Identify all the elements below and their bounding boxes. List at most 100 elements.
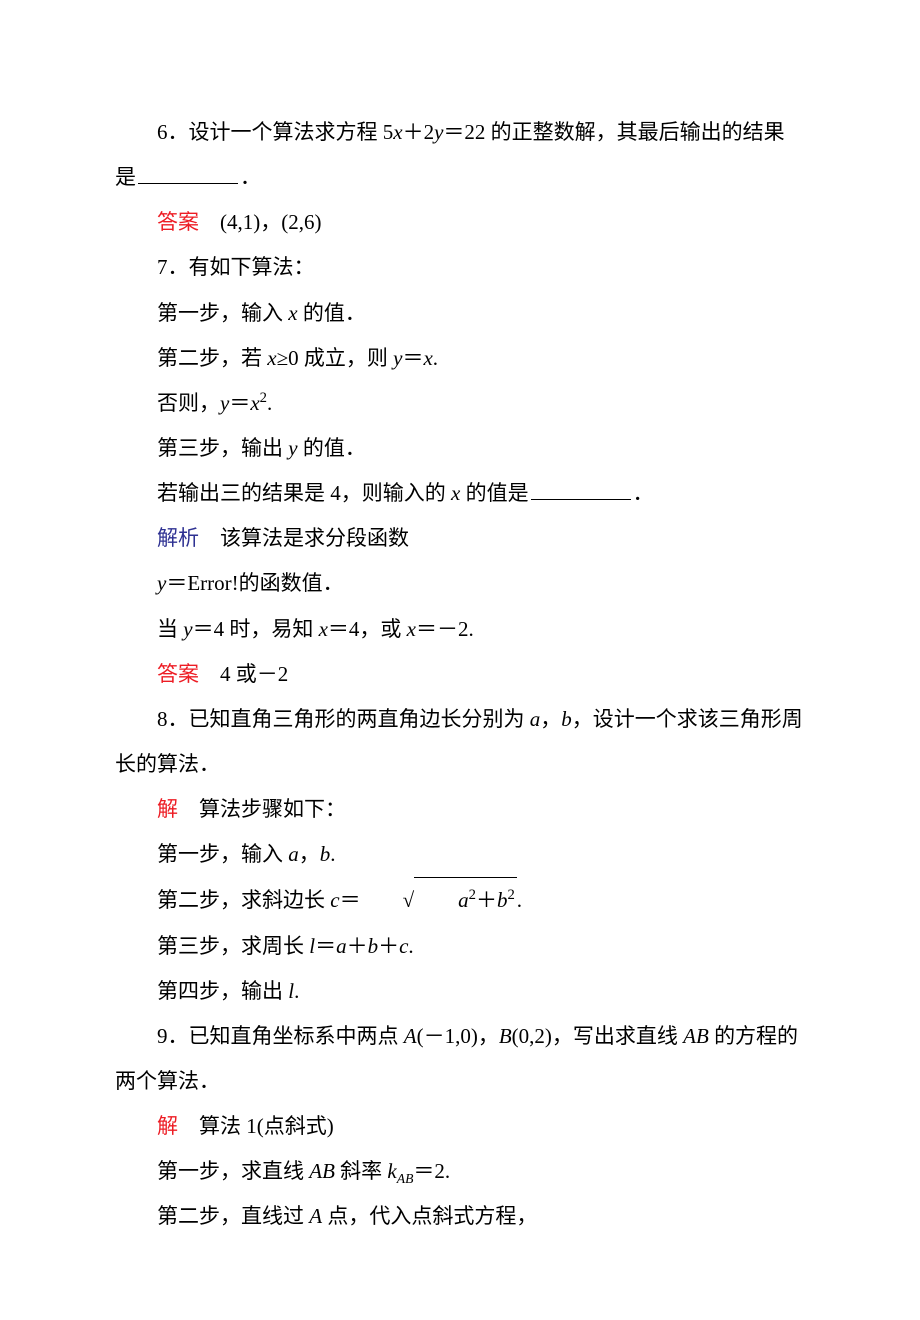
- q8-sol: 解 算法步骤如下：: [115, 787, 805, 832]
- q9-s1b: 斜率: [335, 1159, 388, 1183]
- document-page: 6．设计一个算法求方程 5x＋2y＝22 的正整数解，其最后输出的结果是． 答案…: [0, 0, 920, 1320]
- q9-ta: 9．已知直角坐标系中两点: [157, 1024, 404, 1048]
- q8-s1b: ，: [299, 842, 320, 866]
- q8-s3vb: b: [368, 934, 379, 958]
- q8-s1a: 第一步，输入: [157, 842, 288, 866]
- q6-var-x: x: [393, 120, 402, 144]
- q9-s1AB: AB: [309, 1159, 335, 1183]
- q7-step3: 第三步，输出 y 的值．: [115, 426, 805, 471]
- q6-text-a: 6．设计一个算法求方程 5: [157, 120, 393, 144]
- sqrt-bar: a2＋b2: [414, 877, 517, 923]
- q8-s3a: 第三步，求周长: [157, 934, 309, 958]
- solution-label: 解: [157, 797, 178, 821]
- q9-s1c: ＝2.: [413, 1159, 450, 1183]
- q8-s1va: a: [288, 842, 299, 866]
- q7-esup: 2: [260, 390, 267, 406]
- q8-tb: ，: [540, 707, 561, 731]
- q7-ec: .: [267, 391, 272, 415]
- q7-feq: ＝Error!: [166, 571, 238, 595]
- q9-text: 9．已知直角坐标系中两点 A(－1,0)，B(0,2)，写出求直线 AB 的方程…: [115, 1014, 805, 1104]
- q7-s1v: x: [288, 301, 297, 325]
- q7-ea: 否则，: [157, 391, 220, 415]
- q7-eb: ＝: [229, 391, 250, 415]
- q8-s1vb: b: [320, 842, 331, 866]
- q8-text: 8．已知直角三角形的两直角边长分别为 a，b，设计一个求该三角形周长的算法．: [115, 697, 805, 787]
- solution-label: 解: [157, 1114, 178, 1138]
- q8-s1c: .: [330, 842, 335, 866]
- q7-ex: x: [250, 391, 259, 415]
- q8-step3: 第三步，求周长 l＝a＋b＋c.: [115, 924, 805, 969]
- q9-step1: 第一步，求直线 AB 斜率 kAB＝2.: [115, 1149, 805, 1194]
- blank: [138, 162, 238, 184]
- q7-wx: x: [319, 617, 328, 641]
- q7-cv: x: [451, 481, 460, 505]
- q8-s2b: ＝: [340, 888, 361, 912]
- q7-s1a: 第一步，输入: [157, 301, 288, 325]
- q7-wx2: x: [407, 617, 416, 641]
- q9-tc: (0,2)，写出求直线: [512, 1024, 684, 1048]
- q7-wa: 当: [157, 617, 183, 641]
- q9-s1a: 第一步，求直线: [157, 1159, 309, 1183]
- q6-answer-value: (4,1)，(2,6): [199, 210, 321, 234]
- q9-s2b: 点，代入点斜式方程，: [322, 1204, 537, 1228]
- q6-text-b: ＋2: [403, 120, 435, 144]
- q9-vAB: AB: [683, 1024, 709, 1048]
- sqrt-expr: √a2＋b2: [361, 877, 517, 923]
- q8-step4: 第四步，输出 l.: [115, 969, 805, 1014]
- q8-step2: 第二步，求斜边长 c＝√a2＋b2.: [115, 877, 805, 923]
- q8-s2a: 第二步，求斜边长: [157, 888, 330, 912]
- q7-step1: 第一步，输入 x 的值．: [115, 291, 805, 336]
- blank: [531, 478, 631, 500]
- q7-wb: ＝4 时，易知: [193, 617, 319, 641]
- q7-s2c: ＝: [402, 346, 423, 370]
- q7-s2x: x: [267, 346, 276, 370]
- q8-s3va: a: [336, 934, 347, 958]
- q8-step1: 第一步，输入 a，b.: [115, 832, 805, 877]
- q8-s3e: .: [408, 934, 413, 958]
- q7-fb: 的函数值．: [239, 571, 344, 595]
- q8-vb: b: [561, 707, 572, 731]
- sqrt-a: a: [458, 888, 469, 912]
- q7-answer: 答案 4 或－2: [115, 652, 805, 697]
- q7-s3b: 的值．: [298, 436, 366, 460]
- q6-text: 6．设计一个算法求方程 5x＋2y＝22 的正整数解，其最后输出的结果是．: [115, 110, 805, 200]
- q9-si: 算法 1(点斜式): [178, 1114, 334, 1138]
- q7-ca: 若输出三的结果是 4，则输入的: [157, 481, 451, 505]
- q7-cond: 若输出三的结果是 4，则输入的 x 的值是．: [115, 471, 805, 516]
- q7-else: 否则，y＝x2.: [115, 381, 805, 426]
- q8-s3b: ＝: [315, 934, 336, 958]
- q9-sol: 解 算法 1(点斜式): [115, 1104, 805, 1149]
- sqrt-s2: 2: [507, 887, 514, 903]
- answer-label: 答案: [157, 662, 199, 686]
- q8-va: a: [530, 707, 541, 731]
- q7-s1b: 的值．: [298, 301, 366, 325]
- q9-tb: (－1,0)，: [417, 1024, 499, 1048]
- q6-text-d: ．: [240, 165, 261, 189]
- q7-analysis: 解析 该算法是求分段函数: [115, 516, 805, 561]
- q6-answer: 答案 (4,1)，(2,6): [115, 200, 805, 245]
- q7-s3a: 第三步，输出: [157, 436, 288, 460]
- q8-s2c: .: [517, 888, 522, 912]
- analysis-label: 解析: [157, 526, 199, 550]
- sqrt-b: b: [497, 888, 508, 912]
- q7-cc: ．: [633, 481, 654, 505]
- q7-s3v: y: [288, 436, 297, 460]
- q9-s1sub: AB: [397, 1171, 414, 1186]
- q7-s2b: ≥0 成立，则: [277, 346, 394, 370]
- q8-s3c: ＋: [347, 934, 368, 958]
- q7-wc: ＝4，或: [328, 617, 407, 641]
- q7-ey: y: [220, 391, 229, 415]
- q7-when: 当 y＝4 时，易知 x＝4，或 x＝－2.: [115, 607, 805, 652]
- q7-s2x2: x: [423, 346, 432, 370]
- q8-ta: 8．已知直角三角形的两直角边长分别为: [157, 707, 530, 731]
- q7-fa: y: [157, 571, 166, 595]
- q9-vA: A: [404, 1024, 417, 1048]
- q7-wd: ＝－2.: [416, 617, 474, 641]
- sqrt-s1: 2: [469, 887, 476, 903]
- q7-step2: 第二步，若 x≥0 成立，则 y＝x.: [115, 336, 805, 381]
- q6-var-y: y: [434, 120, 443, 144]
- sqrt-plus: ＋: [476, 888, 497, 912]
- q7-func: y＝Error!的函数值．: [115, 561, 805, 606]
- q8-s3d: ＋: [378, 934, 399, 958]
- q7-s2a: 第二步，若: [157, 346, 267, 370]
